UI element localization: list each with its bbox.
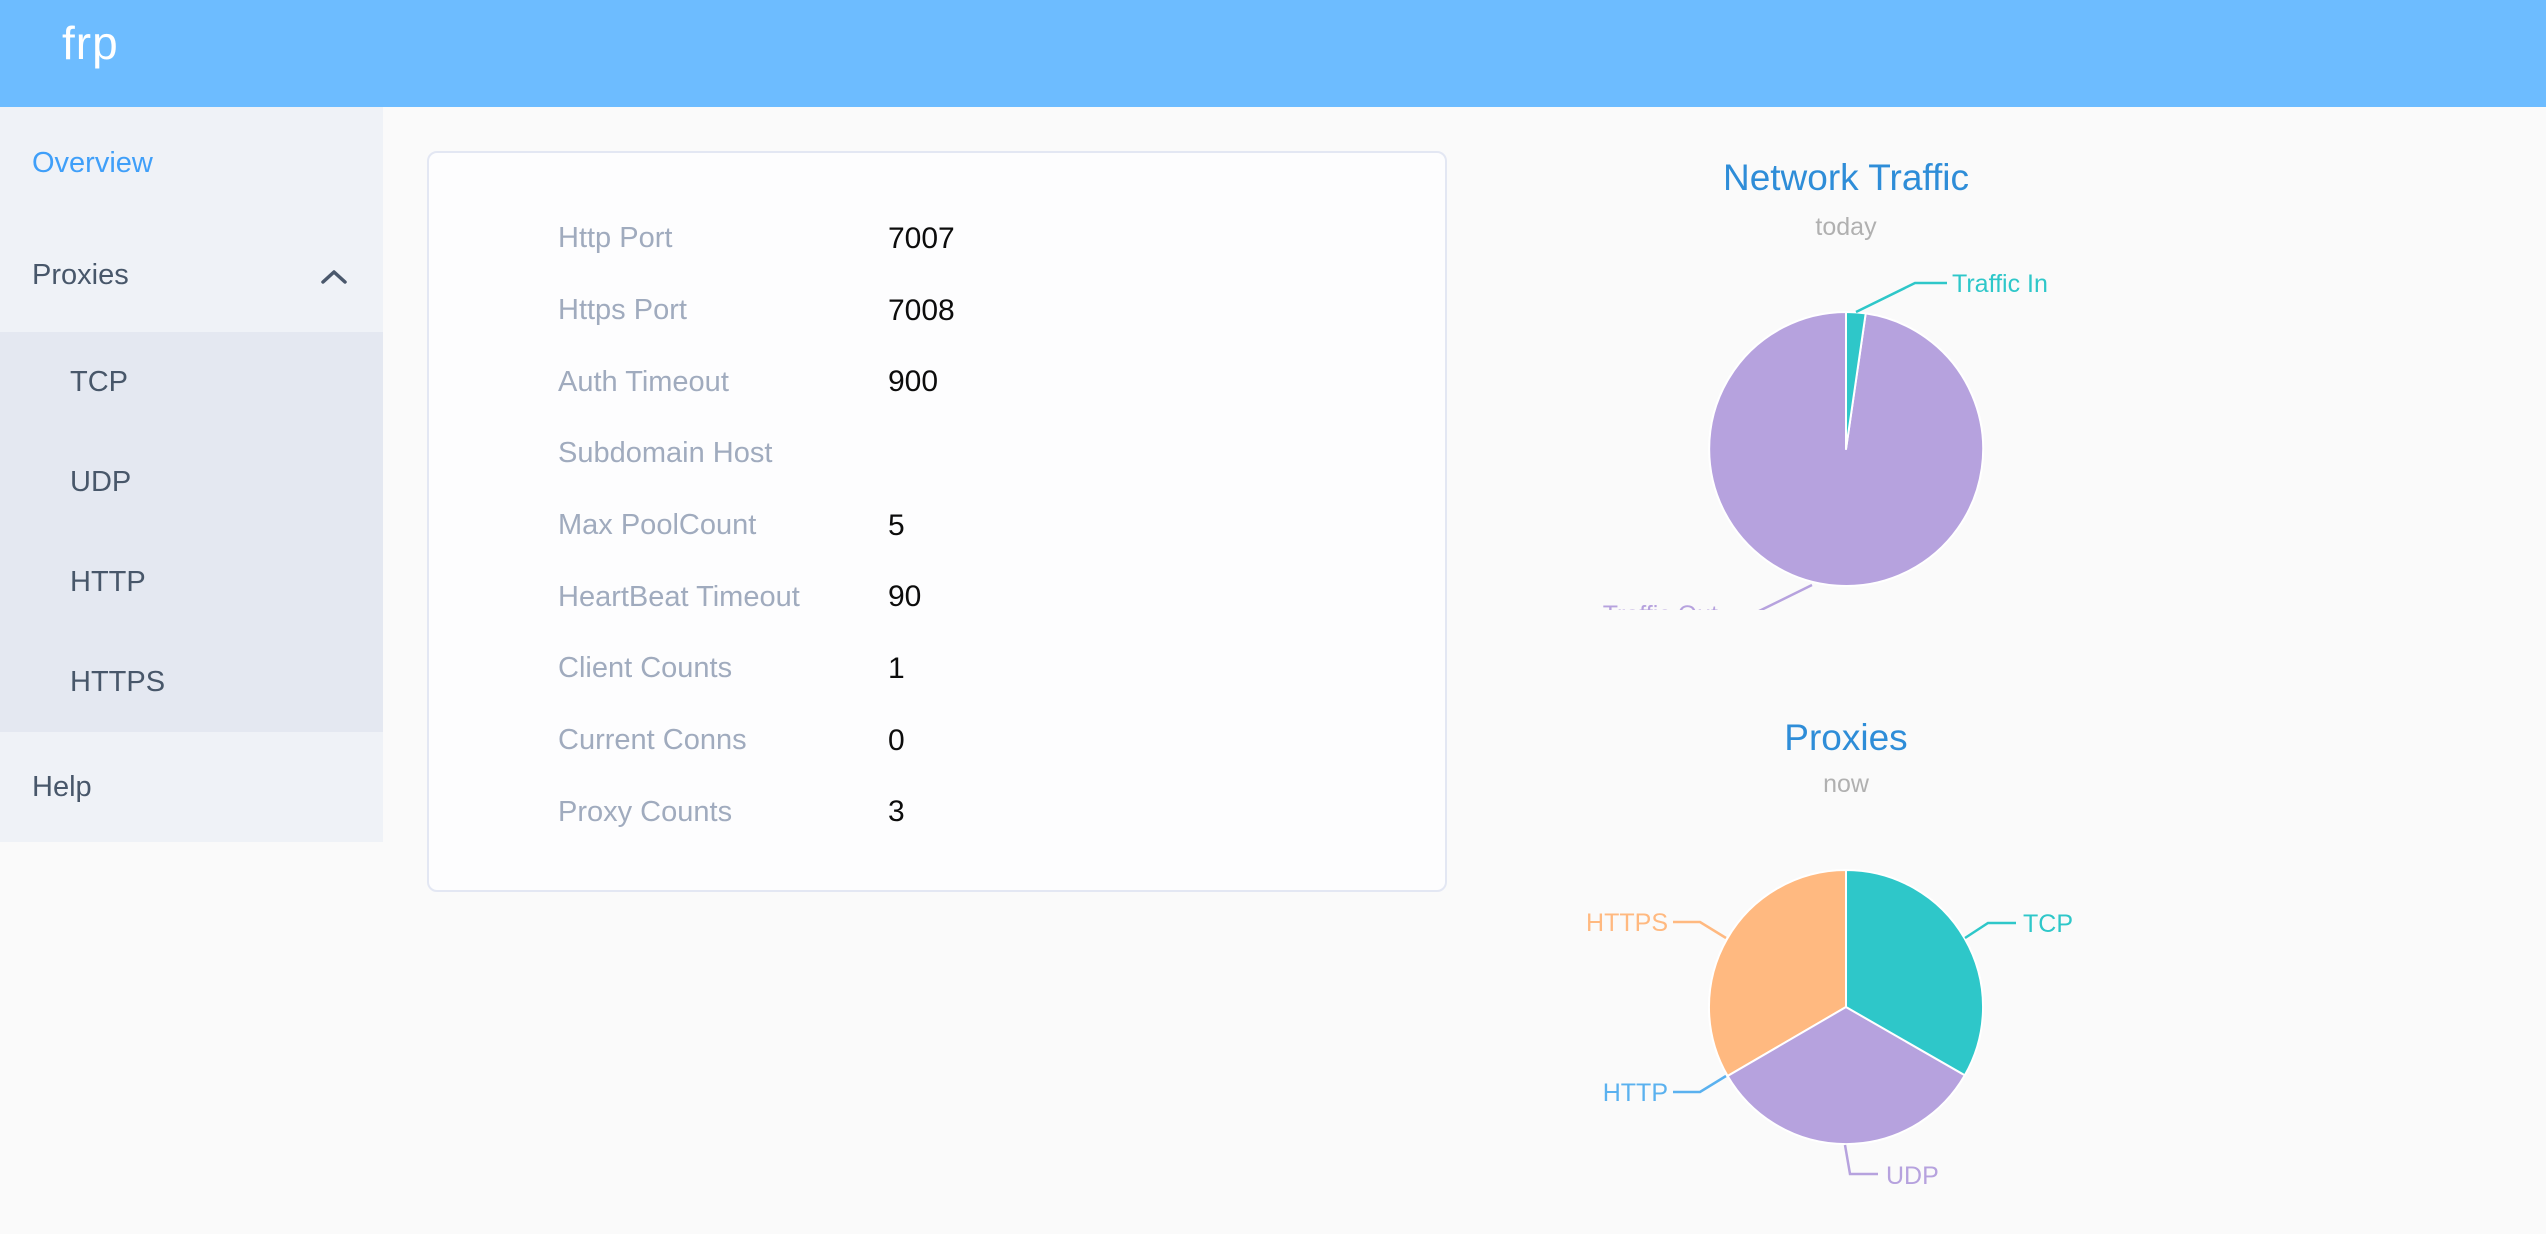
network-traffic-title: Network Traffic: [1722, 157, 1970, 198]
info-row-https-port: Https Port 7008: [429, 275, 1445, 347]
proxies-title: Proxies: [1784, 717, 1908, 758]
pie-label-line-http: [1673, 1074, 1727, 1094]
sidebar-item-help[interactable]: Help: [0, 732, 383, 842]
app-logo[interactable]: frp: [62, 17, 119, 69]
info-label-heartbeat-timeout: HeartBeat Timeout: [558, 580, 800, 613]
info-row-subdomain-host: Subdomain Host: [429, 418, 1445, 490]
pie-slice-https[interactable]: [1708, 869, 1847, 1077]
pie-label-https: HTTPS: [1586, 909, 1668, 937]
info-value-max-poolcount: 5: [888, 508, 905, 542]
pie-label-udp: UDP: [1886, 1162, 1939, 1190]
pie-slice-traffic-in[interactable]: [1845, 310, 1867, 450]
sidebar-item-https-label: HTTPS: [70, 666, 166, 698]
pie-label-http: HTTP: [1603, 1079, 1668, 1107]
sidebar-item-udp[interactable]: UDP: [0, 432, 383, 532]
info-row-max-poolcount: Max PoolCount 5: [429, 490, 1445, 562]
sidebar-item-http[interactable]: HTTP: [0, 532, 383, 632]
sidebar-item-tcp[interactable]: TCP: [0, 332, 383, 432]
info-label-current-conns: Current Conns: [558, 724, 747, 757]
network-traffic-pie-chart[interactable]: Traffic In Traffic Out: [1540, 250, 2140, 610]
info-row-heartbeat-timeout: HeartBeat Timeout 90: [429, 561, 1445, 633]
info-label-http-port: Http Port: [558, 222, 673, 255]
sidebar-item-tcp-label: TCP: [70, 366, 128, 398]
info-value-http-port: 7007: [888, 221, 955, 255]
sidebar-item-https[interactable]: HTTPS: [0, 632, 383, 732]
app-header: frp: [0, 0, 2546, 107]
info-value-https-port: 7008: [888, 293, 955, 327]
info-label-auth-timeout: Auth Timeout: [558, 365, 729, 398]
server-info-rows: Http Port 7007 Https Port 7008 Auth Time…: [429, 203, 1445, 848]
info-value-auth-timeout: 900: [888, 365, 939, 399]
sidebar-submenu-proxies: TCP UDP HTTP HTTPS: [0, 332, 383, 732]
info-label-subdomain-host: Subdomain Host: [558, 437, 773, 470]
info-row-client-counts: Client Counts 1: [429, 633, 1445, 705]
sidebar-item-overview[interactable]: Overview: [0, 107, 383, 219]
info-value-current-conns: 0: [888, 723, 905, 757]
info-row-auth-timeout: Auth Timeout 900: [429, 346, 1445, 418]
pie-label-line-traffic-in: [1855, 281, 1947, 314]
sidebar-item-http-label: HTTP: [70, 566, 146, 598]
chevron-up-icon: [321, 269, 347, 284]
pie-label-line-https: [1673, 920, 1727, 940]
info-value-client-counts: 1: [888, 651, 905, 685]
info-row-current-conns: Current Conns 0: [429, 705, 1445, 777]
network-traffic-subtitle: today: [1815, 213, 1877, 241]
proxies-subtitle: now: [1823, 770, 1869, 798]
sidebar-item-help-label: Help: [32, 770, 92, 803]
sidebar: Overview Proxies TCP UDP HTTP HTTPS Help: [0, 107, 383, 842]
server-info-card: Http Port 7007 Https Port 7008 Auth Time…: [427, 151, 1447, 892]
sidebar-item-proxies-label: Proxies: [32, 259, 129, 291]
pie-label-line-traffic-out: [1758, 583, 1813, 610]
info-row-http-port: Http Port 7007: [429, 203, 1445, 275]
info-value-heartbeat-timeout: 90: [888, 580, 922, 614]
info-label-proxy-counts: Proxy Counts: [558, 795, 733, 828]
sidebar-item-overview-label: Overview: [32, 146, 153, 179]
pie-label-line-udp: [1843, 1144, 1878, 1176]
pie-label-line-tcp: [1964, 921, 2016, 940]
info-label-client-counts: Client Counts: [558, 652, 733, 685]
sidebar-item-udp-label: UDP: [70, 466, 132, 498]
sidebar-item-proxies[interactable]: Proxies: [0, 219, 383, 332]
pie-label-traffic-out: Traffic Out: [1603, 601, 1718, 610]
info-label-max-poolcount: Max PoolCount: [558, 509, 757, 542]
pie-slice-tcp[interactable]: [1845, 869, 1984, 1077]
info-row-proxy-counts: Proxy Counts 3: [429, 777, 1445, 849]
proxies-pie-chart[interactable]: TCP UDP HTTP HTTPS: [1540, 820, 2140, 1220]
info-value-proxy-counts: 3: [888, 795, 905, 829]
info-label-https-port: Https Port: [558, 294, 687, 327]
pie-label-tcp: TCP: [2023, 910, 2073, 938]
pie-label-traffic-in: Traffic In: [1952, 270, 2048, 298]
